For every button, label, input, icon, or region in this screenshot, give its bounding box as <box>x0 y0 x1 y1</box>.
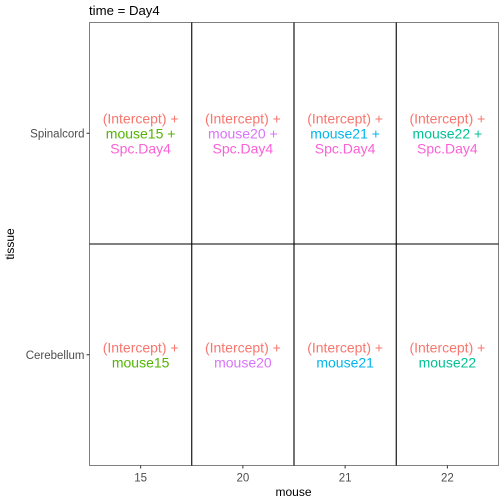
tile-cell: (Intercept) +mouse21 <box>307 339 383 370</box>
tile-label-line: (Intercept) + <box>307 110 383 126</box>
tile-label-line: Spc.Day4 <box>417 140 478 156</box>
x-tick-label: 22 <box>441 473 454 485</box>
tile-label-line: (Intercept) + <box>205 110 281 126</box>
tile-label-line: mouse15 <box>112 354 170 370</box>
tile-label-line: Spc.Day4 <box>110 140 171 156</box>
tile-label-line: (Intercept) + <box>409 110 485 126</box>
x-axis: 15 20 21 22 <box>134 465 454 485</box>
x-axis-label: mouse <box>275 485 311 499</box>
tile-label-line: (Intercept) + <box>103 339 179 355</box>
tile-label-line: mouse22 + <box>413 125 483 141</box>
tile-labels: (Intercept) +mouse15 +Spc.Day4(Intercept… <box>103 110 486 370</box>
tile-label-line: (Intercept) + <box>205 339 281 355</box>
tile-cell: (Intercept) +mouse20 +Spc.Day4 <box>205 110 281 156</box>
tile-label-line: mouse15 + <box>106 125 176 141</box>
tile-label-line: Spc.Day4 <box>315 140 376 156</box>
tile-label-line: mouse22 <box>419 354 477 370</box>
y-axis-label: tissue <box>3 228 17 260</box>
tile-label-line: (Intercept) + <box>409 339 485 355</box>
tile-cell: (Intercept) +mouse20 <box>205 339 281 370</box>
tile-grid <box>89 22 499 466</box>
tile-cell: (Intercept) +mouse22 +Spc.Day4 <box>409 110 485 156</box>
tile-label-line: Spc.Day4 <box>213 140 274 156</box>
chart-title: time = Day4 <box>89 3 160 18</box>
y-tick-label: Spinalcord <box>30 128 84 140</box>
y-axis: Spinalcord Cerebellum <box>26 128 90 362</box>
tile-label-line: mouse21 <box>316 354 374 370</box>
tile-label-line: (Intercept) + <box>307 339 383 355</box>
tile-cell: (Intercept) +mouse21 +Spc.Day4 <box>307 110 383 156</box>
tile-label-line: mouse20 <box>214 354 272 370</box>
tile-cell: (Intercept) +mouse15 <box>103 339 179 370</box>
tile-label-line: mouse20 + <box>208 125 278 141</box>
tile-cell: (Intercept) +mouse22 <box>409 339 485 370</box>
y-tick-label: Cerebellum <box>26 350 85 362</box>
x-tick-label: 21 <box>339 473 352 485</box>
tile-label-line: mouse21 + <box>310 125 380 141</box>
tile-label-line: (Intercept) + <box>103 110 179 126</box>
tile-cell: (Intercept) +mouse15 +Spc.Day4 <box>103 110 179 156</box>
x-tick-label: 20 <box>236 473 249 485</box>
x-tick-label: 15 <box>134 473 147 485</box>
